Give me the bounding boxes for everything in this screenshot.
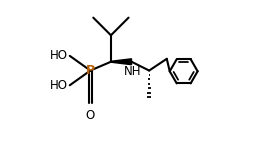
Text: HO: HO (50, 80, 68, 92)
Text: O: O (86, 109, 95, 122)
Text: HO: HO (50, 49, 68, 62)
Text: NH: NH (124, 65, 141, 78)
Polygon shape (111, 59, 132, 65)
Text: P: P (86, 64, 95, 77)
